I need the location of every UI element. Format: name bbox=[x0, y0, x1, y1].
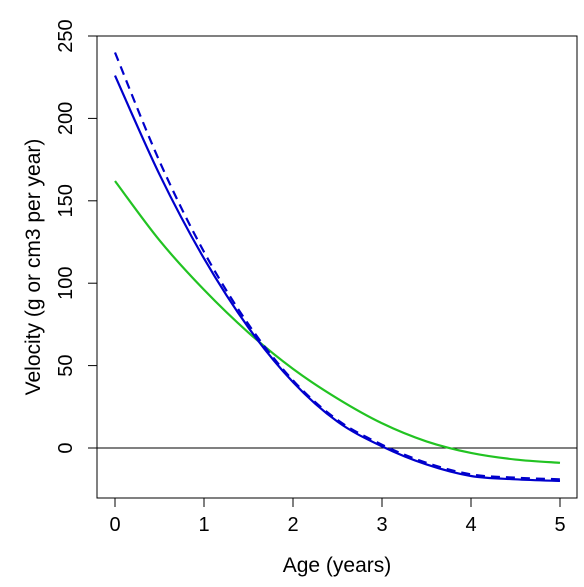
y-tick-label: 200 bbox=[55, 102, 77, 135]
x-tick-label: 5 bbox=[554, 514, 565, 536]
y-tick-label: 50 bbox=[55, 354, 77, 376]
series-line-3-dashed bbox=[113, 52, 561, 481]
series-line-2-solid bbox=[113, 75, 561, 483]
x-axis: 0 1 2 3 4 5 bbox=[109, 497, 566, 536]
series-line-1-solid bbox=[114, 180, 561, 464]
x-axis-title: Age (years) bbox=[283, 554, 392, 577]
x-tick-label: 2 bbox=[287, 514, 298, 536]
x-tick-label: 1 bbox=[198, 514, 209, 536]
y-axis-title: Velocity (g or cm3 per year) bbox=[22, 139, 45, 396]
x-tick-label: 4 bbox=[465, 514, 476, 536]
y-axis: 0 50 100 150 200 250 bbox=[55, 19, 98, 454]
x-tick-label: 3 bbox=[376, 514, 387, 536]
y-tick-label: 0 bbox=[55, 442, 77, 453]
y-tick-label: 250 bbox=[55, 19, 77, 52]
x-tick-label: 0 bbox=[109, 514, 120, 536]
y-tick-label: 100 bbox=[55, 267, 77, 300]
y-tick-label: 150 bbox=[55, 184, 77, 217]
